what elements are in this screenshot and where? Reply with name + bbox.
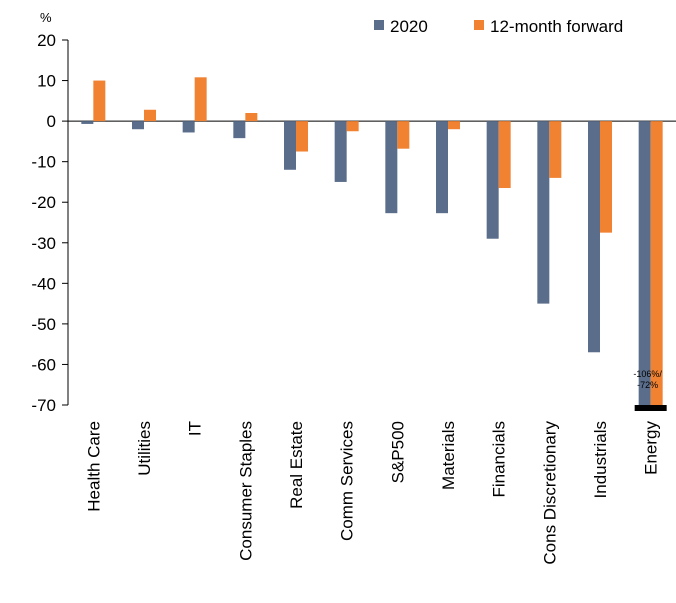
x-category-label: Energy — [642, 421, 661, 475]
bar-2020 — [132, 121, 144, 130]
energy-value-note: -72% — [637, 380, 658, 390]
bar-2020 — [182, 121, 195, 133]
x-category-label: Real Estate — [287, 421, 306, 509]
y-tick-label: 10 — [37, 72, 56, 91]
x-category-label: Health Care — [84, 421, 103, 512]
y-tick-label: -50 — [31, 315, 56, 334]
bar-forward — [600, 121, 612, 233]
bar-forward — [448, 121, 460, 130]
bar-2020 — [486, 121, 499, 239]
y-tick-label: -30 — [31, 234, 56, 253]
bar-forward — [650, 121, 663, 405]
bar-forward — [549, 121, 562, 178]
x-category-label: Financials — [490, 421, 509, 498]
y-tick-label: 0 — [47, 112, 56, 131]
legend-swatch-2020 — [374, 20, 384, 30]
bar-forward — [397, 121, 410, 149]
x-axis-labels: Health Care Utilities IT Consumer Staples Re… — [84, 421, 660, 565]
truncation-annotation: -106%/-72% — [633, 369, 667, 411]
legend-label-forward: 12-month forward — [490, 17, 623, 36]
bar-forward — [194, 77, 207, 122]
y-tick-label: 20 — [37, 31, 56, 50]
bar-forward — [245, 113, 258, 122]
x-category-label: Materials — [439, 421, 458, 490]
x-category-label: Industrials — [591, 421, 610, 498]
bar-forward — [346, 121, 359, 132]
bar-2020 — [334, 121, 347, 182]
legend-swatch-forward — [474, 20, 484, 30]
bar-2020 — [436, 121, 448, 214]
bar-2020 — [284, 121, 296, 170]
y-tick-label: -20 — [31, 193, 56, 212]
axis-break-marker — [634, 405, 667, 411]
legend: 2020 12-month forward — [374, 17, 623, 36]
bar-2020 — [588, 121, 600, 353]
x-category-label: Cons Discretionary — [540, 421, 559, 565]
legend-label-2020: 2020 — [390, 17, 428, 36]
bars — [81, 77, 663, 405]
x-category-label: Utilities — [135, 421, 154, 476]
x-category-label: S&P500 — [388, 421, 407, 483]
bar-forward — [296, 121, 308, 152]
bar-2020 — [385, 121, 398, 214]
bar-forward — [144, 109, 156, 122]
y-tick-label: -10 — [31, 153, 56, 172]
bar-2020 — [233, 121, 246, 139]
y-unit-label: % — [40, 10, 52, 25]
bar-2020 — [638, 121, 651, 405]
energy-value-note: -106%/ — [633, 369, 662, 379]
bar-forward — [498, 121, 511, 189]
x-category-label: Comm Services — [338, 421, 357, 541]
y-tick-label: -60 — [31, 355, 56, 374]
bar-2020 — [81, 121, 94, 124]
x-category-label: IT — [186, 421, 205, 436]
x-category-label: Consumer Staples — [236, 421, 255, 561]
bar-2020 — [537, 121, 550, 304]
y-axis: 20 10 0 -10 -20 -30 -40 -50 -60 -70 — [31, 31, 676, 415]
y-tick-label: -70 — [31, 396, 56, 415]
y-tick-label: -40 — [31, 274, 56, 293]
bar-forward — [93, 80, 106, 122]
